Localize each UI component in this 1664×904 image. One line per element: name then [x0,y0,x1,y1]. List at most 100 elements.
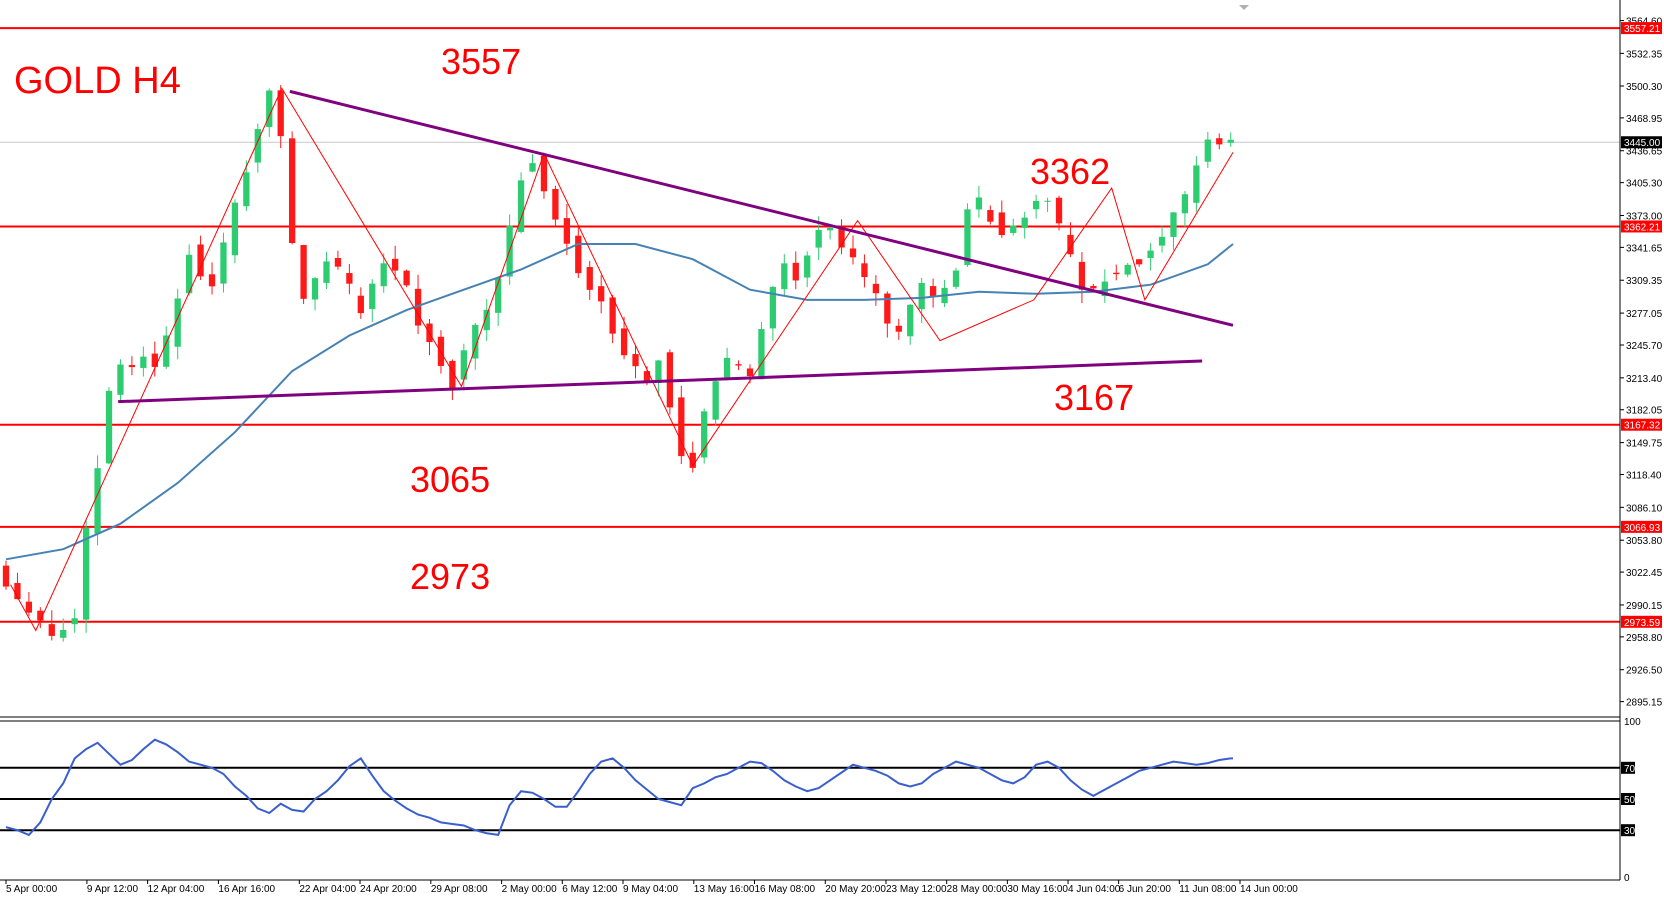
zigzag-line [10,87,1234,632]
candle-body [620,328,628,356]
candle-body [369,283,376,310]
current-price-tag-label: 3445.00 [1624,138,1661,149]
candle-body [2,565,10,587]
time-tick-label: 14 Jun 00:00 [1240,884,1298,895]
price-tick-label: 3118.40 [1626,470,1662,481]
price-tick-label: 2958.80 [1626,633,1663,644]
price-tick-label: 2926.50 [1626,666,1663,677]
price-tick-label: 3149.75 [1626,439,1663,450]
candle-body [197,244,204,277]
rsi-tick-label: 50 [1624,795,1636,806]
candle-body [586,267,593,290]
candle-body [701,411,708,458]
candle-body [311,278,319,300]
price-tick-label: 3341.65 [1626,243,1663,254]
candle-body [254,129,261,163]
level-label: 3167 [1054,377,1134,418]
candle-body [1147,250,1154,258]
price-tick-label: 2990.15 [1626,601,1663,612]
candle-body [655,360,662,383]
candle-body [643,371,651,383]
candle-body [117,364,124,395]
rsi-tick-label: 70 [1624,764,1636,775]
candle-body [884,293,891,324]
time-tick-label: 9 Apr 12:00 [87,884,139,895]
level-label: 3557 [441,41,521,82]
candle-body [517,180,525,232]
candle-body [1135,259,1143,265]
candle-body [300,245,307,299]
level-price-tag [1621,615,1662,628]
candle-body [826,227,834,231]
candlesticks [2,85,1234,642]
time-tick-label: 30 May 16:00 [1007,884,1068,895]
candle-body [151,353,158,367]
candle-body [804,255,811,278]
rsi-line [5,738,1233,837]
trendline [289,89,1234,327]
current-price-tag [1621,136,1662,149]
candle-body [231,202,239,256]
candle-body [105,390,113,464]
candle-body [380,263,387,287]
trendline [118,359,1203,404]
price-tick-label: 3373.00 [1626,211,1663,222]
candle-body [1044,200,1051,202]
time-tick-label: 5 Apr 00:00 [6,884,58,895]
price-tick-label: 3053.80 [1626,536,1663,547]
candle-body [929,286,937,297]
time-tick-label: 16 May 08:00 [754,884,815,895]
price-tick-label: 3245.70 [1626,341,1663,352]
time-tick-label: 2 May 00:00 [502,884,557,895]
candle-body [1216,138,1223,145]
candle-body [987,210,994,222]
candle-body [1193,165,1200,203]
time-tick-label: 24 Apr 20:00 [360,884,417,895]
rsi-pane [0,738,1620,837]
candle-body [895,325,902,332]
candle-body [907,304,914,337]
candle-body [174,298,181,347]
candle-body [323,261,330,283]
rsi-tick-label: 0 [1624,873,1630,884]
price-tick-label: 3022.45 [1626,568,1663,579]
candle-body [1124,264,1131,275]
candle-body [334,258,342,267]
candle-body [60,629,67,638]
candle-body [1090,285,1097,289]
candle-body [1101,281,1108,297]
candle-body [872,283,880,294]
shift-marker-icon[interactable] [1239,5,1249,10]
candle-body [792,262,799,281]
time-tick-label: 23 May 12:00 [886,884,947,895]
price-tick-label: 3436.65 [1626,147,1663,158]
candle-body [861,263,868,278]
price-tick-label: 3564.60 [1626,17,1663,28]
level-price-tag-label: 2973.59 [1624,618,1661,629]
time-tick-label: 13 May 16:00 [694,884,755,895]
candle-body [185,254,193,294]
candle-body [392,258,399,271]
candle-body [735,364,742,366]
candle-body [71,618,78,625]
level-price-tag [1621,22,1662,35]
level-price-tag-label: 3362.21 [1624,222,1661,233]
price-tick-label: 3532.35 [1626,49,1663,60]
candle-body [838,227,845,248]
candle-body [1113,272,1120,275]
price-tick-label: 3213.40 [1626,374,1663,385]
candle-body [82,527,90,620]
price-plot-area [0,27,1620,642]
rsi-tick-label: 30 [1624,826,1636,837]
rsi-level-tag [1621,761,1635,774]
candle-body [540,155,548,192]
candle-body [632,354,639,367]
candle-body [266,90,273,128]
time-tick-label: 29 Apr 08:00 [431,884,488,895]
rsi-level-tag [1621,824,1635,837]
candle-body [208,274,216,287]
candle-body [37,610,44,621]
time-tick-label: 4 Jun 04:00 [1068,884,1121,895]
candle-body [781,263,788,290]
candle-body [414,288,422,326]
